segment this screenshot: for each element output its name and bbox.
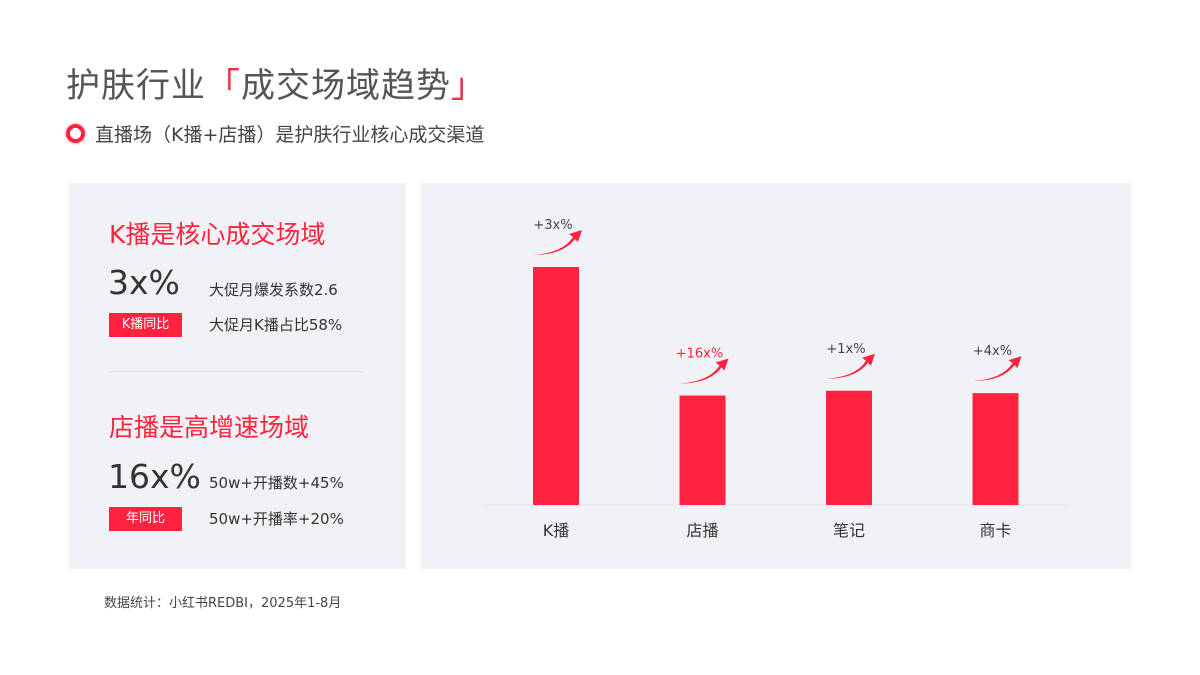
data-label: +3x% [533, 218, 572, 233]
x-tick-label: K播 [543, 521, 570, 540]
subtitle: 直播场（K播+店播）是护肤行业核心成交渠道 [66, 120, 484, 147]
page-title: 护肤行业「成交场域趋势」 [66, 58, 486, 107]
block2-tag: 年同比 [109, 507, 182, 531]
bracket-open: 「 [206, 66, 241, 106]
block2-note: 50w+开播率+20% [209, 510, 344, 528]
trend-arrow-icon [826, 353, 875, 379]
x-tick-label: 笔记 [833, 521, 865, 540]
circle-icon [66, 124, 85, 143]
trend-arrow-icon [679, 358, 729, 384]
bar [533, 267, 579, 505]
chart-panel: K播 +3x% 店播 +16x% 笔记 +1x% 商卡 +4x% [421, 183, 1131, 569]
block1-tag: K播同比 [109, 313, 182, 337]
x-tick-label: 商卡 [979, 521, 1011, 540]
block1-heading: K播是核心成交场域 [109, 220, 326, 249]
trend-arrow-icon [533, 230, 582, 255]
title-highlight: 成交场域趋势 [241, 66, 451, 106]
bar [972, 393, 1019, 505]
bar [679, 395, 726, 505]
summary-panel: K播是核心成交场域 3x% K播同比 大促月爆发系数2.6 大促月K播占比58%… [69, 183, 406, 569]
bar [826, 390, 872, 505]
block1-note: 大促月爆发系数2.6 [209, 281, 338, 299]
data-label: +1x% [826, 342, 865, 357]
data-label: +16x% [676, 347, 723, 362]
block2-note: 50w+开播数+45% [209, 474, 344, 492]
block1-value: 3x% [108, 263, 180, 302]
subtitle-text: 直播场（K播+店播）是护肤行业核心成交渠道 [95, 124, 485, 146]
block2-value: 16x% [108, 457, 201, 496]
bar-chart: K播 +3x% 店播 +16x% 笔记 +1x% 商卡 +4x% [483, 218, 1069, 540]
x-tick-label: 店播 [686, 521, 718, 540]
block2-heading: 店播是高增速场域 [109, 413, 310, 442]
source-note: 数据统计：小红书REDBI，2025年1-8月 [104, 596, 342, 611]
title-main: 护肤行业 [66, 66, 206, 106]
divider [109, 371, 363, 372]
bracket-close: 」 [451, 66, 486, 106]
trend-arrow-icon [972, 356, 1022, 382]
data-label: +4x% [973, 344, 1012, 359]
block1-note: 大促月K播占比58% [209, 316, 343, 334]
